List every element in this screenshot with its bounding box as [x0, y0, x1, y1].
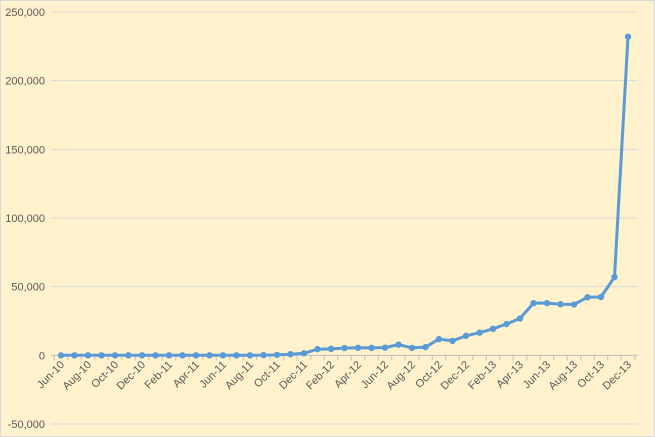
data-point — [449, 337, 456, 345]
x-axis-ticks: Jun-10Aug-10Oct-10Dec-10Feb-11Apr-11Jun-… — [35, 359, 634, 393]
series-line — [59, 35, 630, 357]
x-tick-label: Feb-11 — [143, 359, 176, 392]
data-point — [516, 315, 524, 322]
data-point — [503, 320, 510, 328]
data-point — [476, 329, 483, 336]
x-tick-label: Aug-10 — [61, 359, 95, 393]
x-tick-label: Feb-12 — [304, 359, 337, 392]
data-point — [273, 351, 281, 359]
x-tick-label: Dec-12 — [439, 359, 473, 393]
x-tick-label: Feb-13 — [466, 359, 499, 392]
data-point — [422, 343, 429, 351]
x-tick-label: Aug-12 — [385, 359, 419, 393]
x-tick-label: Aug-11 — [223, 359, 256, 392]
y-tick-label: 100,000 — [5, 213, 45, 225]
data-point — [192, 352, 200, 359]
x-tick-label: Apr-12 — [332, 359, 364, 391]
data-point — [84, 352, 92, 359]
data-point — [138, 352, 146, 359]
data-point — [219, 352, 227, 359]
y-tick-label: 250,000 — [5, 7, 45, 19]
data-point — [462, 332, 470, 340]
data-point — [354, 344, 362, 351]
data-point — [71, 352, 78, 359]
y-tick-label: 50,000 — [11, 282, 45, 294]
x-tick-label: Dec-13 — [601, 359, 635, 393]
data-point — [341, 344, 348, 352]
series-layer — [57, 33, 632, 359]
y-tick-label: -50,000 — [8, 419, 45, 431]
data-point — [435, 335, 443, 343]
data-point — [611, 273, 618, 281]
data-point — [543, 299, 551, 307]
data-point — [233, 352, 240, 359]
data-point — [570, 301, 578, 308]
data-point — [260, 351, 267, 359]
data-point — [57, 352, 65, 359]
data-point — [327, 345, 335, 353]
x-tick-label: Apr-13 — [494, 359, 526, 391]
data-point — [165, 352, 173, 359]
x-tick-label: Aug-13 — [547, 359, 581, 393]
data-point — [152, 352, 159, 359]
data-point — [246, 352, 254, 359]
y-tick-label: 0 — [39, 350, 45, 362]
data-point — [597, 293, 605, 301]
data-point — [111, 352, 119, 359]
x-tick-label: Dec-11 — [277, 359, 310, 392]
data-point — [381, 344, 389, 351]
data-point — [287, 351, 294, 358]
data-point — [206, 352, 213, 359]
data-point — [624, 33, 632, 40]
x-tick-label: Dec-10 — [115, 359, 149, 393]
data-point — [557, 301, 564, 308]
y-tick-label: 150,000 — [5, 144, 45, 156]
y-axis-ticks: -50,000 0 50,000 100,000 150,000 200,000 250,0… — [5, 7, 45, 431]
data-point — [98, 352, 105, 359]
data-point — [489, 325, 497, 333]
data-point — [584, 294, 591, 301]
data-point — [179, 352, 186, 359]
data-point — [408, 344, 416, 352]
data-point — [395, 341, 402, 348]
data-point — [314, 345, 321, 353]
data-point — [125, 352, 132, 359]
x-tick-label: Apr-11 — [171, 359, 202, 390]
y-tick-label: 200,000 — [5, 76, 45, 88]
data-point — [368, 344, 375, 352]
data-point — [530, 299, 537, 307]
data-point — [300, 350, 308, 357]
